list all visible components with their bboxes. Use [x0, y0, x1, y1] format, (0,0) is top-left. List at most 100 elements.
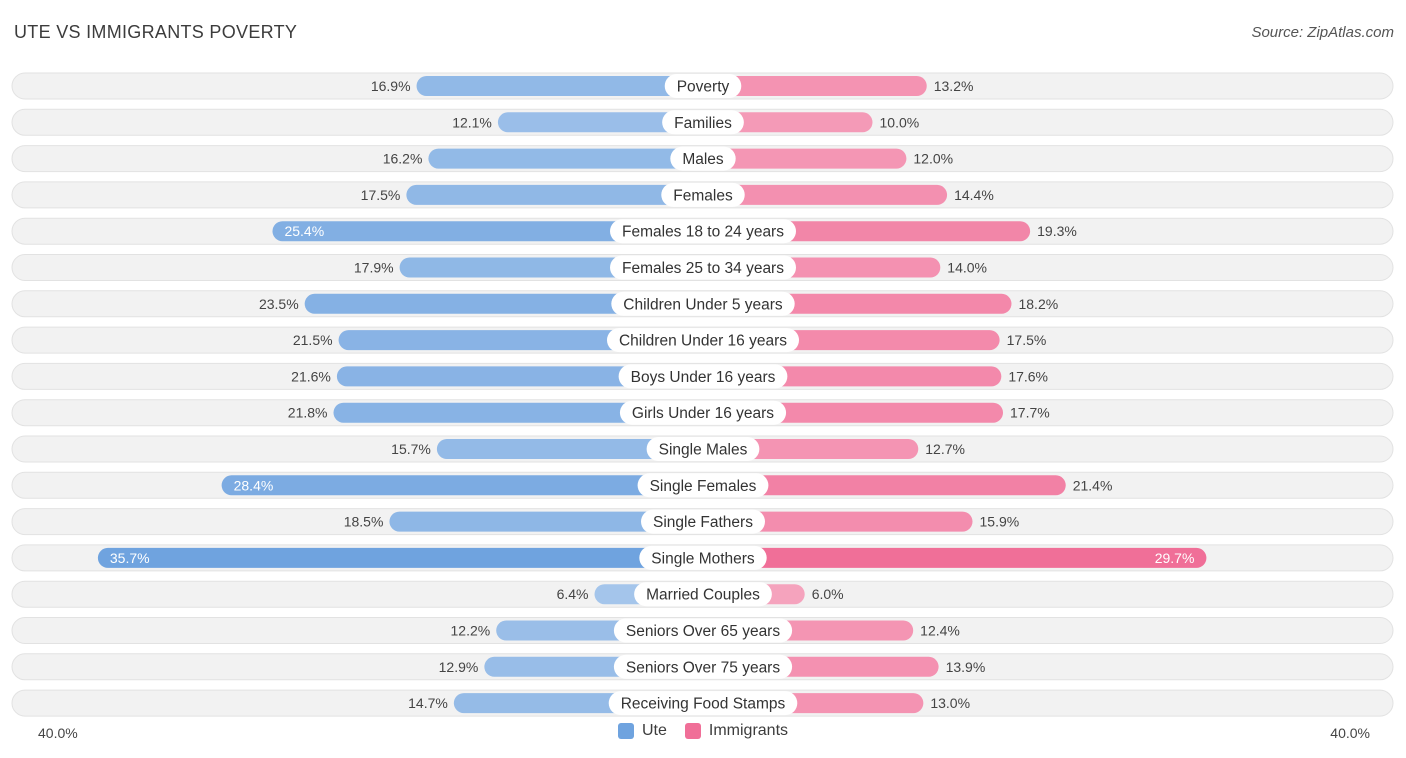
value-label-immigrants: 10.0%: [880, 114, 920, 130]
category-label: Girls Under 16 years: [632, 405, 774, 422]
value-label-ute: 21.6%: [291, 368, 331, 384]
category-label: Receiving Food Stamps: [621, 696, 786, 713]
category-pill: [610, 219, 796, 244]
category-label: Seniors Over 65 years: [626, 623, 780, 640]
bar-ute: [304, 293, 703, 314]
bar-ute: [333, 402, 703, 423]
value-label-immigrants: 17.5%: [1007, 332, 1047, 348]
value-label-immigrants: 15.9%: [980, 514, 1020, 530]
chart-title: UTE VS IMMIGRANTS POVERTY: [14, 22, 298, 42]
value-label-ute: 12.9%: [439, 659, 479, 675]
value-label-immigrants: 12.4%: [920, 623, 960, 639]
value-label-ute: 17.5%: [361, 187, 401, 203]
value-label-ute: 25.4%: [284, 223, 324, 239]
value-label-immigrants: 17.7%: [1010, 405, 1050, 421]
bar-ute: [428, 148, 703, 169]
value-label-immigrants: 12.7%: [925, 441, 965, 457]
value-label-ute: 17.9%: [354, 260, 394, 276]
value-label-immigrants: 6.0%: [812, 586, 844, 602]
bar-immigrants: [703, 475, 1066, 496]
bar-ute: [497, 112, 703, 133]
category-label: Single Fathers: [653, 514, 753, 531]
category-pill: [637, 473, 769, 498]
bar-immigrants: [703, 547, 1207, 568]
axis-left-label: 40.0%: [38, 725, 78, 741]
value-label-ute: 14.7%: [408, 695, 448, 711]
bar-ute: [221, 475, 703, 496]
category-label: Children Under 16 years: [619, 333, 787, 350]
legend-swatch-ute: [617, 723, 634, 739]
category-pill: [634, 582, 772, 607]
value-label-immigrants: 13.9%: [946, 659, 986, 675]
legend-item-immigrants[interactable]: Immigrants: [684, 722, 789, 740]
legend-swatch-immigrants: [684, 723, 701, 739]
category-pill: [661, 182, 745, 207]
category-pill: [610, 255, 796, 280]
bar-ute: [406, 184, 703, 205]
category-pill: [618, 364, 788, 389]
value-label-immigrants: 12.0%: [913, 151, 953, 167]
category-label: Females 18 to 24 years: [622, 224, 784, 241]
legend: Ute Immigrants: [0, 722, 1406, 740]
value-label-immigrants: 13.2%: [934, 78, 974, 94]
category-label: Single Males: [659, 442, 748, 459]
legend-label-ute: Ute: [641, 722, 667, 739]
value-label-ute: 16.2%: [383, 151, 423, 167]
bar-immigrants: [703, 112, 873, 133]
legend-label-immigrants: Immigrants: [708, 722, 789, 739]
value-label-immigrants: 17.6%: [1008, 368, 1048, 384]
bar-immigrants: [703, 511, 973, 532]
value-label-immigrants: 18.2%: [1018, 296, 1058, 312]
value-label-immigrants: 21.4%: [1073, 477, 1113, 493]
value-label-ute: 21.5%: [293, 332, 333, 348]
value-label-immigrants: 14.4%: [954, 187, 994, 203]
bar-ute: [272, 221, 703, 242]
category-pill: [646, 437, 760, 461]
bar-immigrants: [703, 148, 907, 169]
value-label-immigrants: 13.0%: [930, 695, 970, 711]
value-label-ute: 28.4%: [234, 477, 274, 493]
value-label-ute: 12.2%: [451, 623, 491, 639]
bar-chart: 16.9% 13.2% Poverty 12.1% 10.0% Families 16.2%…: [11, 72, 1394, 717]
bar-ute: [389, 511, 703, 532]
value-label-immigrants: 14.0%: [947, 260, 987, 276]
value-label-ute: 16.9%: [371, 78, 411, 94]
category-label: Families: [674, 115, 732, 132]
category-label: Females 25 to 34 years: [622, 260, 784, 277]
bar-ute: [416, 76, 703, 96]
axis-right-label: 40.0%: [1330, 725, 1370, 741]
value-label-ute: 21.8%: [288, 405, 328, 421]
category-label: Males: [682, 151, 724, 168]
value-label-ute: 12.1%: [452, 114, 492, 130]
category-label: Single Females: [650, 478, 757, 495]
category-label: Seniors Over 75 years: [626, 659, 780, 676]
source-label: Source: ZipAtlas.com: [1251, 24, 1394, 41]
category-label: Married Couples: [646, 587, 760, 604]
category-pill: [662, 110, 744, 135]
bar-ute: [436, 439, 703, 459]
category-label: Poverty: [677, 79, 730, 96]
category-label: Females: [673, 187, 733, 204]
bar-immigrants: [703, 184, 948, 205]
value-label-ute: 15.7%: [391, 441, 431, 457]
category-pill: [613, 654, 793, 679]
category-pill: [670, 146, 736, 171]
category-pill: [641, 509, 765, 534]
category-pill: [619, 400, 787, 425]
category-label: Children Under 5 years: [623, 296, 783, 313]
bar-ute: [336, 366, 703, 387]
category-pill: [613, 618, 793, 643]
value-label-ute: 18.5%: [344, 514, 384, 530]
bar-ute: [97, 547, 703, 568]
category-pill: [611, 291, 795, 316]
value-label-ute: 6.4%: [557, 586, 589, 602]
category-pill: [606, 328, 800, 353]
value-label-ute: 23.5%: [259, 296, 299, 312]
category-pill: [608, 691, 798, 716]
category-pill: [664, 74, 742, 98]
category-pill: [639, 545, 767, 570]
bar-immigrants: [703, 76, 927, 96]
legend-item-ute[interactable]: Ute: [617, 722, 667, 740]
value-label-immigrants: 19.3%: [1037, 223, 1077, 239]
value-label-immigrants: 29.7%: [1155, 550, 1195, 566]
